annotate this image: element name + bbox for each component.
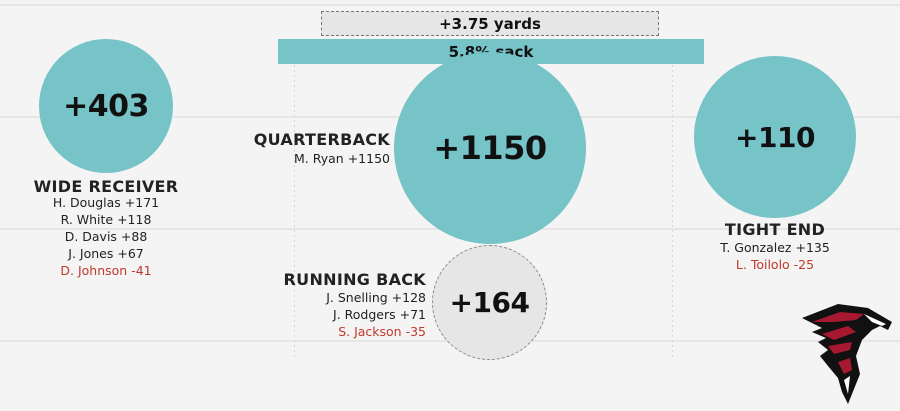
list-item: D. Davis +88 bbox=[64, 229, 148, 244]
hash-marks bbox=[672, 60, 673, 360]
quarterback-total: +1150 bbox=[433, 129, 547, 167]
running-back-title: RUNNING BACK bbox=[283, 270, 426, 289]
list-item: T. Gonzalez +135 bbox=[720, 240, 830, 255]
list-item: S. Jackson -35 bbox=[338, 324, 426, 339]
list-item: H. Douglas +171 bbox=[52, 195, 160, 210]
tight-end-total: +110 bbox=[735, 120, 815, 154]
falcon-logo-icon bbox=[802, 304, 892, 404]
list-item: D. Johnson -41 bbox=[60, 263, 152, 278]
list-item: J. Jones +67 bbox=[68, 246, 144, 261]
list-item: J. Rodgers +71 bbox=[333, 307, 426, 322]
quarterback-circle: +1150 bbox=[394, 52, 586, 244]
tight-end-title: TIGHT END bbox=[724, 220, 826, 239]
wide-receiver-title: WIDE RECEIVER bbox=[33, 177, 179, 196]
list-item: M. Ryan +1150 bbox=[294, 151, 390, 166]
list-item: J. Snelling +128 bbox=[326, 290, 426, 305]
list-item: R. White +118 bbox=[60, 212, 152, 227]
quarterback-title: QUARTERBACK bbox=[253, 130, 390, 149]
wide-receiver-total: +403 bbox=[63, 88, 149, 124]
running-back-total: +164 bbox=[449, 286, 530, 319]
wide-receiver-circle: +403 bbox=[39, 39, 173, 173]
hash-marks bbox=[294, 60, 295, 360]
field-line bbox=[0, 4, 900, 6]
running-back-circle: +164 bbox=[432, 245, 547, 360]
yards-per-play-box: +3.75 yards bbox=[321, 11, 659, 36]
list-item: L. Toilolo -25 bbox=[735, 257, 815, 272]
yards-label: +3.75 yards bbox=[439, 14, 541, 33]
tight-end-circle: +110 bbox=[694, 56, 856, 218]
